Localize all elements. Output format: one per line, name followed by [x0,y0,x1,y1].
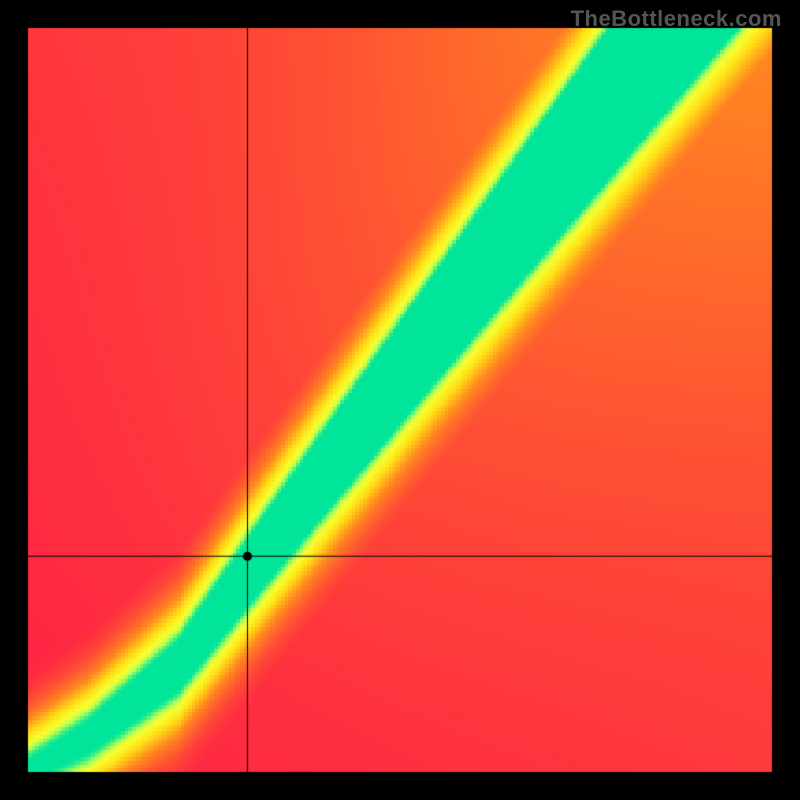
chart-container: { "watermark": { "text": "TheBottleneck.… [0,0,800,800]
heatmap-canvas [0,0,800,800]
watermark-text: TheBottleneck.com [571,6,782,32]
